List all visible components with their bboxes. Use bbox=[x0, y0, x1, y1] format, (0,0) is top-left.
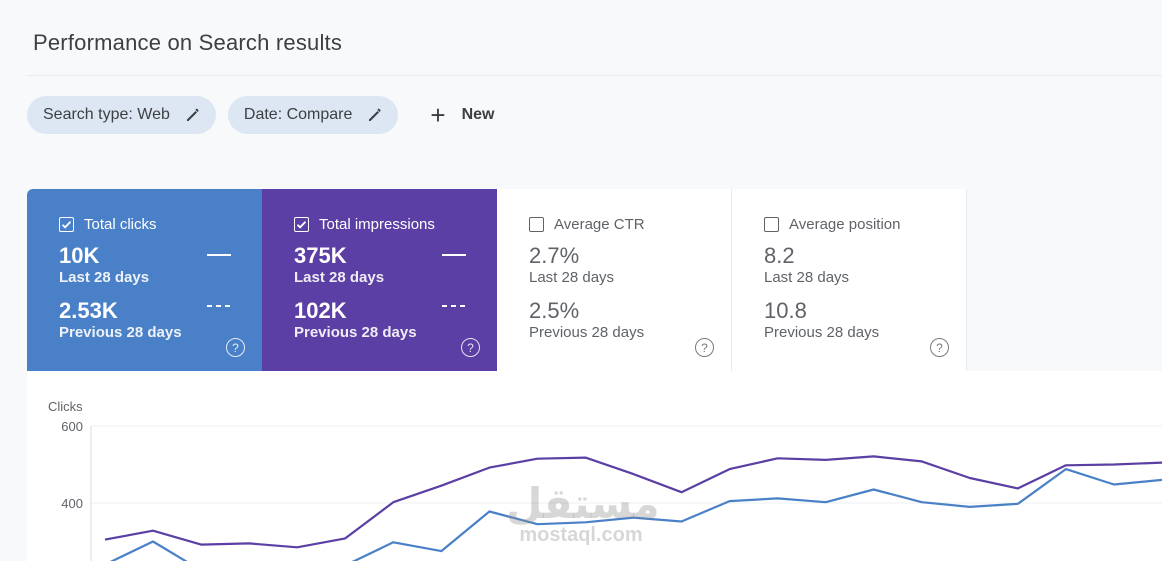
search-type-filter-label: Search type: Web bbox=[43, 106, 170, 123]
metric-period: Last 28 days bbox=[59, 269, 150, 286]
watermark-arabic: مستقل bbox=[506, 479, 660, 528]
metric-label: Average CTR bbox=[554, 216, 645, 233]
total-impressions-card[interactable]: Total impressions 375K Last 28 days 102K… bbox=[262, 189, 497, 371]
page-title: Performance on Search results bbox=[33, 30, 343, 55]
new-filter-button[interactable]: + New bbox=[410, 96, 498, 134]
help-icon[interactable]: ? bbox=[226, 338, 245, 357]
date-filter-chip[interactable]: Date: Compare bbox=[227, 96, 399, 134]
metric-label: Total impressions bbox=[319, 216, 435, 233]
metric-previous-value: 2.5% bbox=[529, 298, 580, 323]
title-divider bbox=[27, 75, 1162, 76]
dashed-line-legend-icon bbox=[442, 305, 466, 307]
new-filter-label: New bbox=[461, 106, 495, 123]
metric-previous-value: 10.8 bbox=[764, 298, 807, 323]
help-icon[interactable]: ? bbox=[461, 338, 480, 357]
checkbox-checked-icon[interactable] bbox=[59, 217, 74, 232]
metric-previous-period: Previous 28 days bbox=[59, 324, 182, 341]
metric-previous-period: Previous 28 days bbox=[294, 324, 417, 341]
checkbox-unchecked-icon[interactable] bbox=[529, 217, 544, 232]
y-axis-label: Clicks bbox=[48, 399, 83, 414]
metric-label: Average position bbox=[789, 216, 901, 233]
metric-value: 375K bbox=[294, 243, 347, 268]
metric-previous-period: Previous 28 days bbox=[529, 324, 645, 341]
metric-label: Total clicks bbox=[84, 216, 157, 233]
metric-previous-value: 102K bbox=[294, 298, 347, 323]
watermark-latin: mostaql.com bbox=[519, 524, 643, 546]
pencil-icon[interactable] bbox=[366, 106, 384, 124]
help-icon[interactable]: ? bbox=[695, 338, 714, 357]
plus-icon: + bbox=[430, 100, 446, 130]
metric-period: Last 28 days bbox=[764, 269, 850, 286]
chart-canvas: Clicks 600 400 bbox=[48, 399, 1162, 561]
metric-previous-value: 2.53K bbox=[59, 298, 118, 323]
average-ctr-card[interactable]: Average CTR 2.7% Last 28 days 2.5% Previ… bbox=[497, 189, 732, 371]
help-icon[interactable]: ? bbox=[930, 338, 949, 357]
solid-line-legend-icon bbox=[442, 254, 466, 256]
watermark-logo: مستقل mostaql.com bbox=[506, 479, 660, 546]
total-clicks-card[interactable]: Total clicks 10K Last 28 days 2.53K Prev… bbox=[27, 189, 262, 371]
metric-cards: Total clicks 10K Last 28 days 2.53K Prev… bbox=[27, 189, 967, 371]
dashed-line-legend-icon bbox=[207, 305, 231, 307]
checkbox-unchecked-icon[interactable] bbox=[764, 217, 779, 232]
metric-previous-period: Previous 28 days bbox=[764, 324, 880, 341]
metric-value: 2.7% bbox=[529, 243, 580, 268]
average-position-card[interactable]: Average position 8.2 Last 28 days 10.8 P… bbox=[732, 189, 967, 371]
date-filter-label: Date: Compare bbox=[243, 106, 353, 123]
metric-period: Last 28 days bbox=[529, 269, 615, 286]
metric-period: Last 28 days bbox=[294, 269, 385, 286]
y-tick-label: 400 bbox=[61, 496, 83, 511]
metric-value: 10K bbox=[59, 243, 100, 268]
clicks-series-line bbox=[109, 467, 1162, 561]
impressions-series-line bbox=[104, 455, 1162, 549]
checkbox-checked-icon[interactable] bbox=[294, 217, 309, 232]
filter-bar: Search type: Web Date: Compare + New bbox=[27, 96, 498, 134]
metric-value: 8.2 bbox=[764, 243, 795, 268]
search-type-filter-chip[interactable]: Search type: Web bbox=[27, 96, 216, 134]
solid-line-legend-icon bbox=[207, 254, 231, 256]
pencil-icon[interactable] bbox=[184, 106, 202, 124]
performance-chart: Clicks 600 400 bbox=[27, 371, 1162, 561]
y-tick-label: 600 bbox=[61, 419, 83, 434]
